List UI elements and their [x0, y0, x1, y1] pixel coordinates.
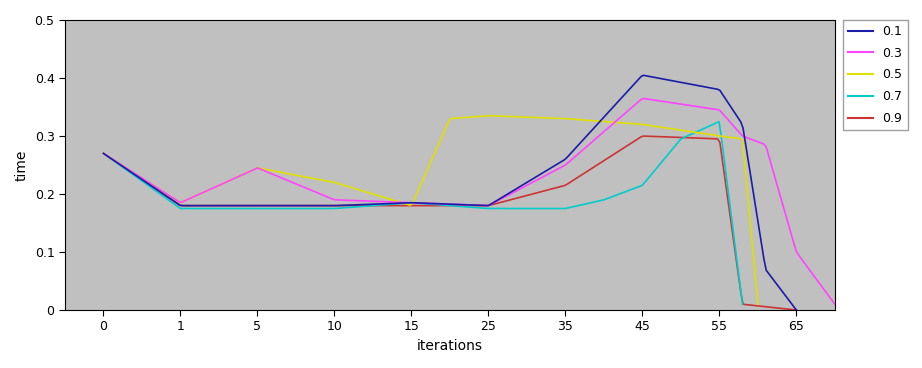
X-axis label: iterations: iterations	[417, 339, 483, 353]
0.7	[476, 206, 487, 210]
0.3	[533, 177, 544, 181]
0.1	[684, 82, 695, 86]
0.7	[714, 120, 725, 124]
0.3	[716, 111, 727, 116]
0.9	[98, 151, 109, 156]
Line: 0.1: 0.1	[103, 75, 797, 310]
0.1	[522, 180, 533, 184]
0.5	[490, 114, 501, 118]
0.3	[829, 302, 840, 307]
0.9	[511, 196, 522, 201]
0.1	[508, 188, 519, 192]
0.9	[100, 153, 112, 157]
Legend: 0.1, 0.3, 0.5, 0.7, 0.9: 0.1, 0.3, 0.5, 0.7, 0.9	[843, 20, 907, 130]
0.5	[483, 113, 494, 118]
0.3	[546, 170, 557, 175]
Line: 0.3: 0.3	[103, 99, 834, 304]
0.9	[728, 240, 739, 244]
0.1	[638, 73, 649, 78]
Line: 0.5: 0.5	[103, 116, 758, 304]
0.3	[100, 153, 112, 157]
0.7	[636, 183, 647, 188]
0.5	[100, 153, 112, 157]
0.5	[98, 151, 109, 156]
0.9	[638, 134, 649, 138]
0.7	[737, 302, 748, 307]
0.5	[652, 124, 663, 129]
0.7	[489, 206, 500, 211]
0.1	[98, 151, 109, 156]
0.7	[100, 153, 112, 157]
Line: 0.7: 0.7	[103, 122, 742, 304]
0.9	[522, 193, 533, 198]
0.3	[98, 151, 109, 156]
0.1	[100, 153, 112, 157]
0.9	[684, 135, 695, 140]
0.3	[639, 96, 650, 101]
0.3	[531, 178, 542, 183]
0.5	[488, 114, 499, 118]
0.1	[728, 109, 739, 114]
0.1	[511, 187, 522, 191]
0.9	[791, 308, 802, 312]
0.7	[677, 136, 688, 140]
0.3	[763, 154, 774, 158]
0.9	[508, 197, 519, 201]
0.5	[752, 302, 763, 307]
0.7	[479, 206, 490, 210]
0.7	[98, 151, 109, 156]
Line: 0.9: 0.9	[103, 136, 797, 310]
0.1	[791, 308, 802, 312]
0.5	[501, 114, 512, 118]
Y-axis label: time: time	[15, 149, 29, 181]
0.5	[693, 131, 704, 135]
